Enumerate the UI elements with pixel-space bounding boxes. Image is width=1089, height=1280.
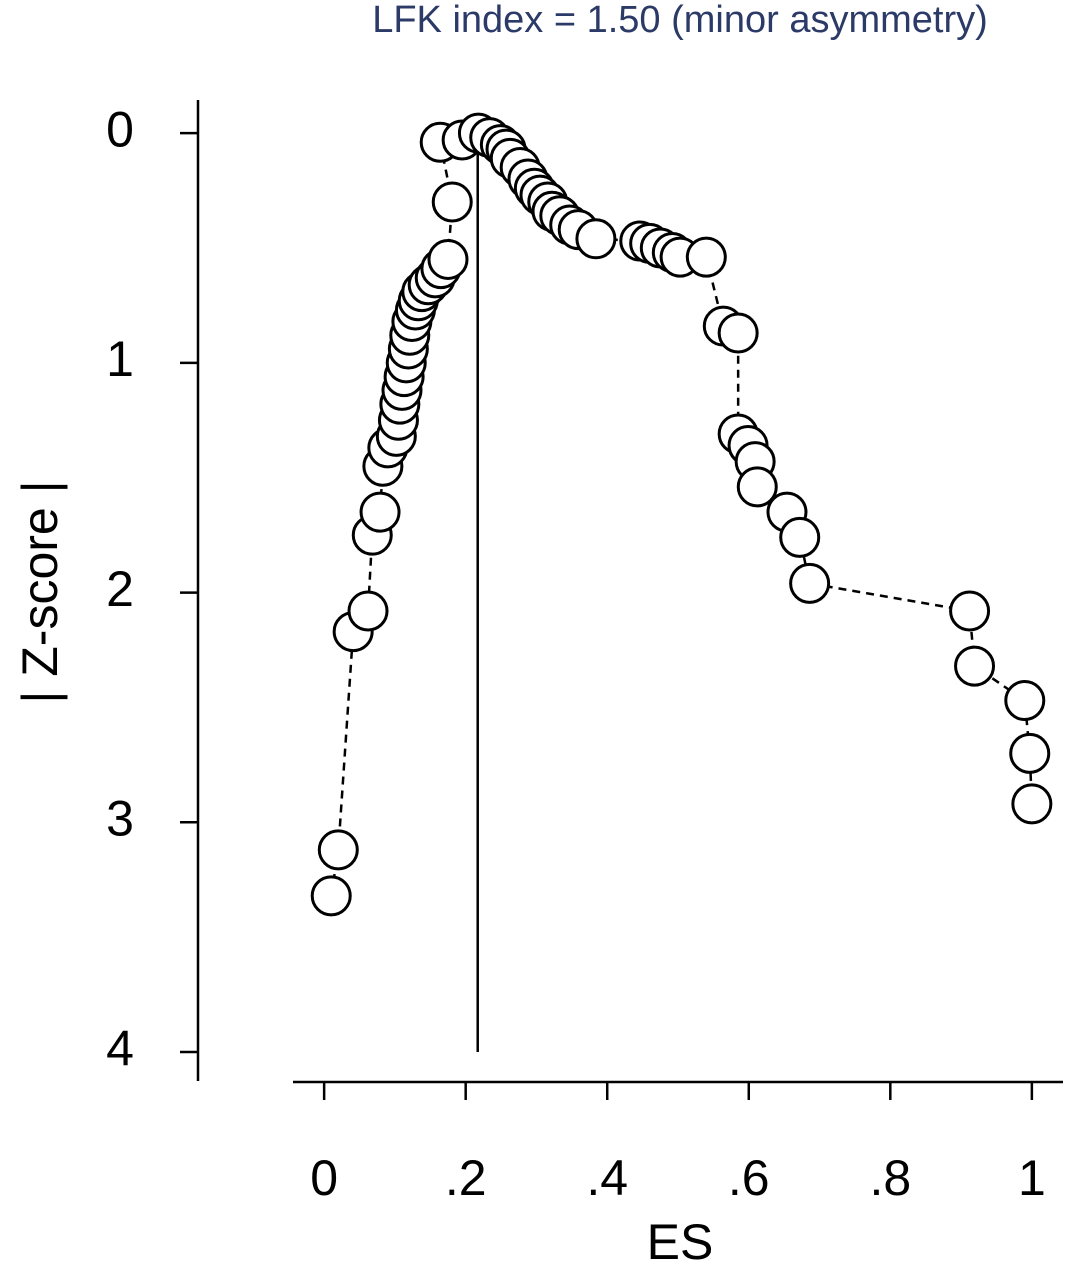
y-tick-label: 3 [106,791,134,847]
point [949,590,991,632]
point [685,236,727,278]
x-tick-label: .2 [445,1150,487,1206]
x-tick-label: 0 [310,1150,338,1206]
y-tick-label: 4 [106,1020,134,1076]
x-tick-label: .4 [586,1150,628,1206]
point [736,466,778,508]
point [310,875,352,917]
chart-title: LFK index = 1.50 (minor asymmetry) [372,0,988,41]
point [317,829,359,871]
y-tick-label: 0 [106,101,134,157]
point [1011,783,1053,825]
point [575,218,617,260]
point [954,645,996,687]
point [1004,680,1046,722]
y-tick-label: 1 [106,331,134,387]
point [431,181,473,223]
x-tick-label: .6 [728,1150,770,1206]
x-tick-label: .8 [869,1150,911,1206]
point [717,312,759,354]
point [789,562,831,604]
point [347,590,389,632]
y-tick-label: 2 [106,561,134,617]
point [427,238,469,280]
point [1009,732,1051,774]
point [779,516,821,558]
x-axis-label: ES [647,1214,714,1270]
point [359,491,401,533]
x-tick-label: 1 [1018,1150,1046,1206]
y-axis-label: | Z-score | [12,480,68,703]
